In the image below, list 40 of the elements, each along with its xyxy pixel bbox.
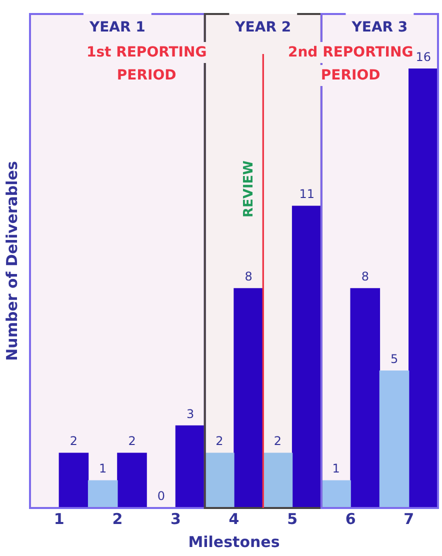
- data-label: 2: [128, 434, 136, 448]
- bar: [117, 452, 147, 508]
- bar: [350, 288, 380, 508]
- data-label: 2: [274, 434, 282, 448]
- data-label: 1: [332, 462, 340, 476]
- data-label: 16: [416, 50, 432, 64]
- x-tick-label: 1: [54, 510, 64, 528]
- x-axis-title: Milestones: [188, 532, 280, 551]
- band-label: YEAR 2: [234, 20, 292, 36]
- data-label: 2: [216, 434, 224, 448]
- band-label: 1st REPORTING PERIOD: [86, 44, 207, 84]
- bar: [292, 206, 322, 508]
- x-tick-label: 5: [287, 510, 298, 528]
- band-label: 2nd REPORTING PERIOD: [288, 44, 414, 84]
- x-tick-label: 3: [170, 510, 181, 528]
- bar: [88, 480, 118, 508]
- bar: [408, 68, 438, 508]
- annotation: REVIEW: [242, 160, 257, 218]
- x-tick-label: 2: [112, 510, 123, 528]
- x-tick-label: 6: [345, 510, 356, 528]
- x-tick-label: 7: [404, 510, 414, 528]
- data-label: 2: [70, 434, 78, 448]
- data-label: 1: [99, 462, 107, 476]
- bar: [321, 480, 351, 508]
- bar: [234, 288, 264, 508]
- data-label: 11: [299, 187, 314, 202]
- x-tick-label: 4: [228, 510, 240, 528]
- bar: [262, 452, 293, 508]
- band-label: YEAR 3: [350, 20, 408, 36]
- bar: [58, 452, 89, 508]
- bar: [379, 370, 410, 508]
- bar: [175, 425, 206, 508]
- data-label: 8: [361, 270, 369, 284]
- data-label: 3: [186, 406, 194, 421]
- data-label: 0: [157, 489, 165, 504]
- y-axis-title: Number of Deliverables: [2, 161, 21, 361]
- bar: [204, 452, 234, 508]
- data-label: 8: [244, 270, 252, 284]
- band-label: YEAR 1: [88, 20, 146, 36]
- data-label: 5: [390, 352, 398, 366]
